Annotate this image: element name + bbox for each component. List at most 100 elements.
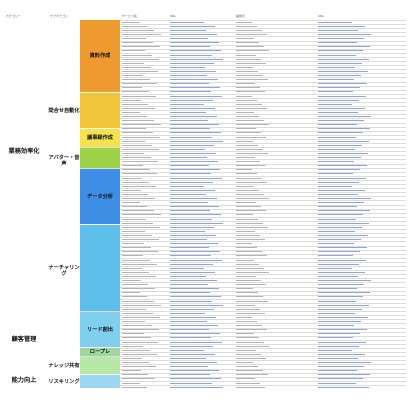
provider-url-link[interactable] [318,366,364,368]
service-url-link[interactable] [170,29,206,31]
service-url-link[interactable] [170,210,210,212]
service-url-link[interactable] [170,316,216,318]
service-url-link[interactable] [170,239,207,241]
provider-url-link[interactable] [318,152,368,154]
provider-url-link[interactable] [318,54,356,56]
provider-url-link[interactable] [318,111,358,113]
service-url-link[interactable] [170,87,220,89]
provider-url-link[interactable] [318,333,360,335]
service-url-link[interactable] [170,337,211,339]
service-url-link[interactable] [170,312,205,314]
service-url-link[interactable] [170,66,205,68]
provider-url-link[interactable] [318,214,363,216]
service-url-link[interactable] [170,226,214,228]
provider-url-link[interactable] [318,325,354,327]
provider-url-link[interactable] [318,308,362,310]
provider-url-link[interactable] [318,230,355,232]
provider-url-link[interactable] [318,329,367,331]
service-url-link[interactable] [170,214,221,216]
provider-url-link[interactable] [318,247,367,249]
service-url-link[interactable] [170,382,212,384]
service-url-link[interactable] [170,140,223,142]
service-url-link[interactable] [170,222,223,224]
provider-url-link[interactable] [318,75,361,77]
service-url-link[interactable] [170,34,217,36]
service-url-link[interactable] [170,288,219,290]
provider-url-link[interactable] [318,239,361,241]
service-url-link[interactable] [170,300,212,302]
service-url-link[interactable] [170,206,219,208]
service-url-link[interactable] [170,169,220,171]
service-url-link[interactable] [170,144,214,146]
provider-url-link[interactable] [318,275,358,277]
service-url-link[interactable] [170,95,222,97]
provider-url-link[interactable] [318,312,355,314]
provider-url-link[interactable] [318,144,362,146]
service-url-link[interactable] [170,42,219,44]
service-url-link[interactable] [170,173,211,175]
service-url-link[interactable] [170,325,218,327]
provider-url-link[interactable] [318,259,366,261]
service-url-link[interactable] [170,79,218,81]
provider-url-link[interactable] [318,362,371,364]
provider-url-link[interactable] [318,79,354,81]
service-url-link[interactable] [170,21,204,23]
provider-url-link[interactable] [318,103,352,105]
provider-url-link[interactable] [318,255,353,257]
provider-url-link[interactable] [318,34,371,36]
provider-url-link[interactable] [318,116,371,118]
provider-url-link[interactable] [318,177,366,179]
provider-url-link[interactable] [318,124,357,126]
service-url-link[interactable] [170,116,217,118]
service-url-link[interactable] [170,353,215,355]
service-url-link[interactable] [170,263,213,265]
provider-url-link[interactable] [318,173,353,175]
service-url-link[interactable] [170,259,222,261]
provider-url-link[interactable] [318,218,356,220]
provider-url-link[interactable] [318,120,364,122]
provider-url-link[interactable] [318,157,361,159]
provider-url-link[interactable] [318,42,357,44]
service-url-link[interactable] [170,148,205,150]
provider-url-link[interactable] [318,128,370,130]
service-url-link[interactable] [170,38,208,40]
service-url-link[interactable] [170,62,214,64]
service-url-link[interactable] [170,161,218,163]
provider-url-link[interactable] [318,222,369,224]
provider-url-link[interactable] [318,193,358,195]
provider-url-link[interactable] [318,181,359,183]
service-url-link[interactable] [170,366,208,368]
service-url-link[interactable] [170,111,206,113]
provider-url-link[interactable] [318,280,371,282]
service-url-link[interactable] [170,345,213,347]
service-url-link[interactable] [170,321,207,323]
service-url-link[interactable] [170,107,215,109]
service-url-link[interactable] [170,91,211,93]
provider-url-link[interactable] [318,345,359,347]
service-url-link[interactable] [170,378,221,380]
service-url-link[interactable] [170,284,208,286]
provider-url-link[interactable] [318,374,370,376]
provider-url-link[interactable] [318,29,358,31]
service-url-link[interactable] [170,357,206,359]
service-url-link[interactable] [170,218,212,220]
service-url-link[interactable] [170,202,208,204]
provider-url-link[interactable] [318,370,357,372]
provider-url-link[interactable] [318,58,369,60]
service-url-link[interactable] [170,103,204,105]
service-url-link[interactable] [170,333,220,335]
provider-url-link[interactable] [318,341,366,343]
service-url-link[interactable] [170,255,211,257]
provider-url-link[interactable] [318,132,363,134]
provider-url-link[interactable] [318,87,360,89]
provider-url-link[interactable] [318,169,360,171]
provider-url-link[interactable] [318,267,352,269]
provider-url-link[interactable] [318,263,359,265]
provider-url-link[interactable] [318,165,367,167]
provider-url-link[interactable] [318,353,365,355]
provider-url-link[interactable] [318,321,361,323]
service-url-link[interactable] [170,185,204,187]
provider-url-link[interactable] [318,292,370,294]
provider-url-link[interactable] [318,38,364,40]
provider-url-link[interactable] [318,70,368,72]
